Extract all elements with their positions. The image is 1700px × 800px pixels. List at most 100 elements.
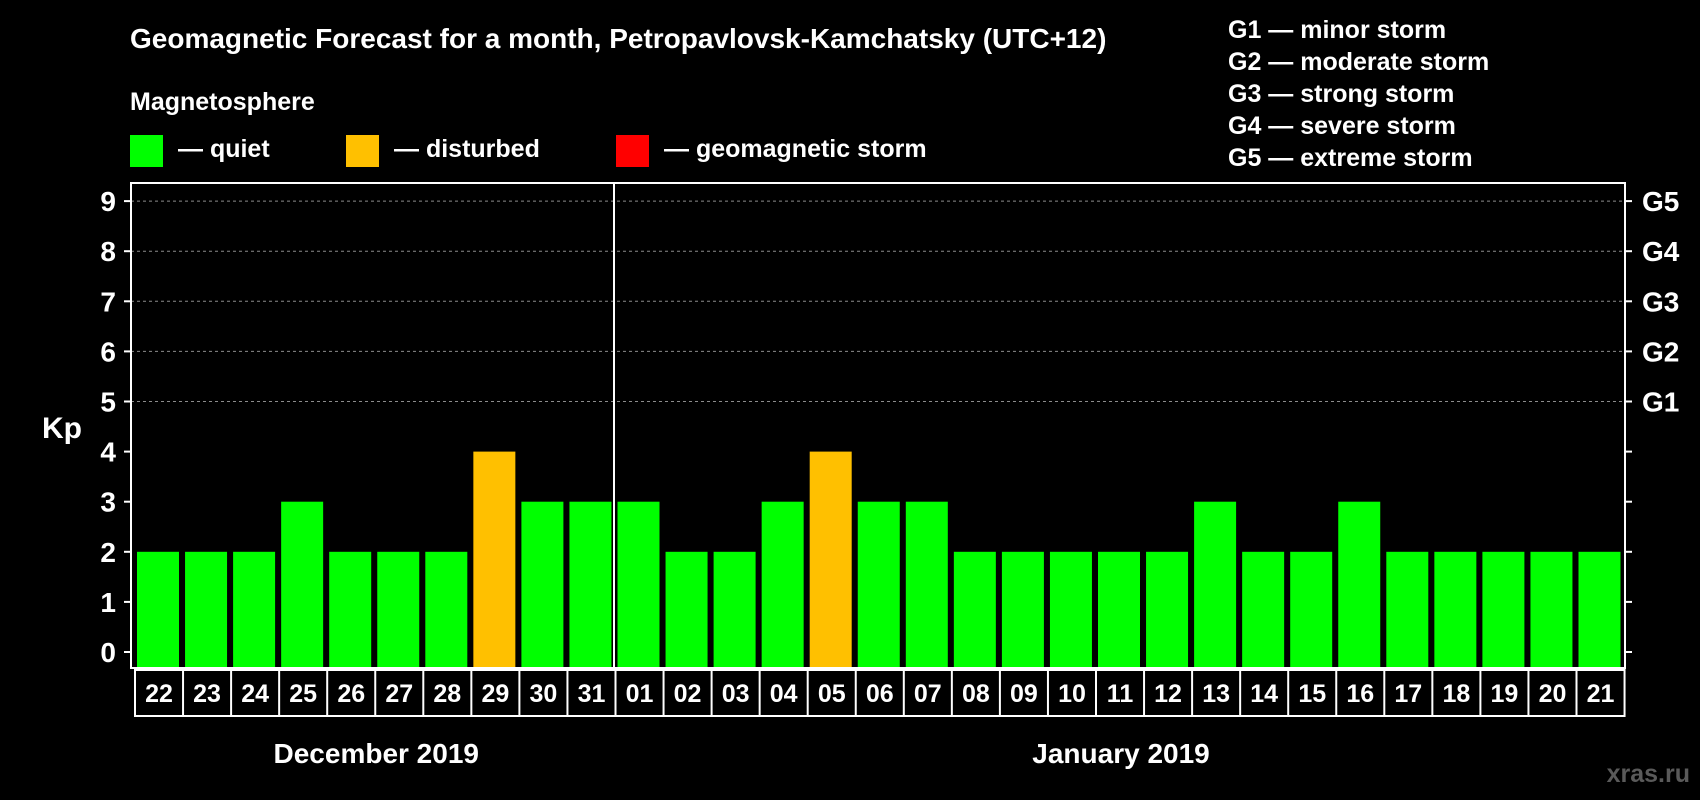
day-label-12: 12 [1154,680,1182,708]
bar-31 [569,501,612,668]
day-label-25: 25 [289,680,317,708]
y-tick-label-3: 3 [100,487,116,518]
bar-25 [281,501,324,668]
y-tick-label-8: 8 [100,236,116,267]
x-axis-day-labels: 22 23 24 25 26 27 28 29 30 31 01 02 03 04 05 06 07 08 09 10… [134,669,1626,717]
bar-02 [665,551,708,668]
day-label-03: 03 [722,680,750,708]
legend-swatch-quiet [130,135,163,167]
bar-20 [1530,551,1573,668]
y-tick-label-1: 1 [100,587,116,618]
bar-23 [185,551,228,668]
right-axis-label-g4: G4 [1642,236,1680,267]
day-label-02: 02 [674,680,702,708]
chart-title: Geomagnetic Forecast for a month, Petrop… [130,23,1106,54]
day-label-07: 07 [914,680,942,708]
storm-scale-g5: G5 — extreme storm [1228,144,1473,172]
day-label-18: 18 [1442,680,1470,708]
bar-28 [425,551,468,668]
day-label-28: 28 [433,680,461,708]
bar-08 [953,551,996,668]
day-label-27: 27 [385,680,413,708]
day-label-15: 15 [1298,680,1326,708]
legend: — quiet — disturbed — geomagnetic storm [130,135,927,167]
y-axis-right: G1 G2 G3 G4 G5 [1625,186,1680,653]
day-label-17: 17 [1394,680,1422,708]
storm-scale-g4: G4 — severe storm [1228,112,1456,140]
day-label-09: 09 [1010,680,1038,708]
storm-scale-g3: G3 — strong storm [1228,80,1454,108]
bar-07 [905,501,948,668]
day-label-22: 22 [145,680,173,708]
bar-27 [377,551,420,668]
watermark: xras.ru [1607,760,1690,788]
day-label-20: 20 [1539,680,1567,708]
day-label-05: 05 [818,680,846,708]
y-axis-label: Kp [42,412,82,445]
day-label-10: 10 [1058,680,1086,708]
y-tick-label-6: 6 [100,336,116,367]
y-tick-label-5: 5 [100,387,116,418]
legend-label-storm: — geomagnetic storm [664,135,927,163]
bar-19 [1482,551,1525,668]
day-label-01: 01 [626,680,654,708]
bar-04 [761,501,804,668]
day-label-16: 16 [1346,680,1374,708]
legend-label-quiet: — quiet [178,135,270,163]
bar-17 [1386,551,1429,668]
bar-13 [1194,501,1237,668]
bar-30 [521,501,564,668]
bar-29 [473,451,516,668]
day-label-31: 31 [578,680,606,708]
month-label-1: January 2019 [1032,738,1209,769]
day-label-30: 30 [530,680,558,708]
bar-05 [809,451,852,668]
y-tick-label-0: 0 [100,637,116,668]
bar-12 [1146,551,1189,668]
month-label-0: December 2019 [274,738,479,769]
day-label-11: 11 [1107,680,1134,708]
storm-scale-g2: G2 — moderate storm [1228,48,1489,76]
day-label-13: 13 [1202,680,1230,708]
y-axis-left: 0 1 2 3 4 5 6 7 8 9 [100,186,131,668]
right-axis-label-g1: G1 [1642,387,1679,418]
right-axis-label-g3: G3 [1642,286,1679,317]
legend-swatch-disturbed [346,135,379,167]
bar-15 [1290,551,1333,668]
bar-03 [713,551,756,668]
day-label-08: 08 [962,680,990,708]
legend-swatch-storm [616,135,649,167]
y-tick-label-7: 7 [100,286,116,317]
day-label-strip [134,669,1626,717]
bar-21 [1578,551,1621,668]
bar-14 [1242,551,1285,668]
bar-26 [329,551,372,668]
bar-18 [1434,551,1477,668]
storm-scale-g1: G1 — minor storm [1228,16,1446,44]
bar-10 [1049,551,1092,668]
right-axis-label-g5: G5 [1642,186,1679,217]
day-label-06: 06 [866,680,894,708]
legend-label-disturbed: — disturbed [394,135,540,163]
day-label-21: 21 [1587,680,1615,708]
bar-01 [617,501,660,668]
bar-24 [233,551,276,668]
gridlines [131,200,1625,402]
right-axis-label-g2: G2 [1642,336,1679,367]
y-tick-label-2: 2 [100,537,116,568]
day-label-23: 23 [193,680,221,708]
y-tick-label-4: 4 [100,437,116,468]
plot-frame [130,182,1626,669]
bar-09 [1001,551,1044,668]
day-label-04: 04 [770,680,798,708]
bar-16 [1338,501,1381,668]
x-axis-month-labels: December 2019 January 2019 [274,738,1210,769]
day-label-29: 29 [481,680,509,708]
bar-11 [1098,551,1140,668]
legend-title: Magnetosphere [130,88,315,116]
y-tick-label-9: 9 [100,186,116,217]
day-label-26: 26 [337,680,365,708]
bar-06 [857,501,900,668]
day-label-19: 19 [1491,680,1519,708]
